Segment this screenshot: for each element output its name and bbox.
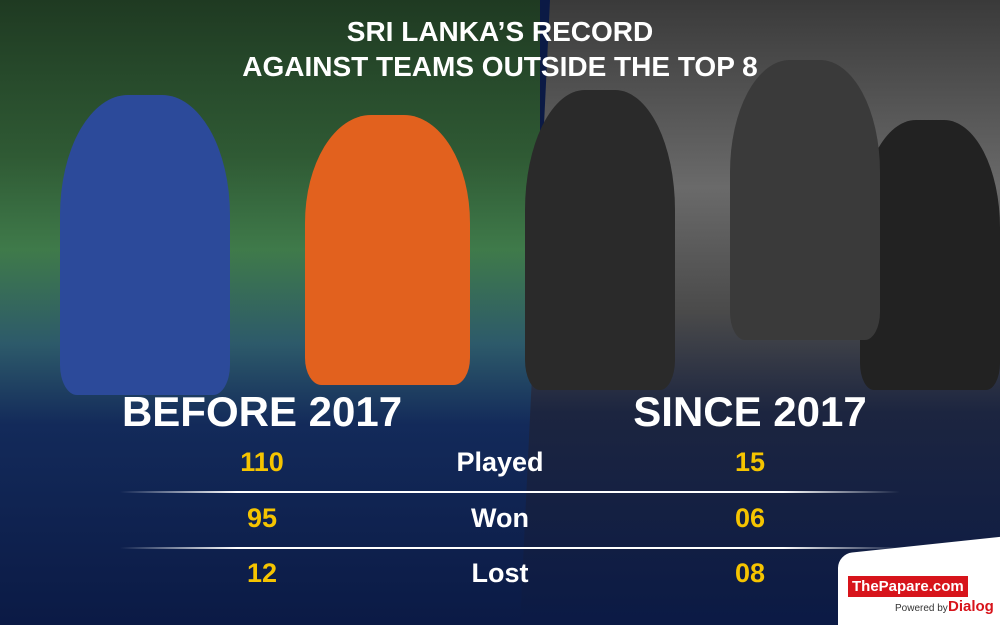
row-divider bbox=[120, 491, 900, 493]
sponsor-logo: Dialog bbox=[948, 598, 994, 615]
before-value: 95 bbox=[246, 502, 278, 533]
before-value: 12 bbox=[246, 558, 278, 588]
stat-label: Lost bbox=[471, 558, 529, 588]
player-figure bbox=[730, 60, 880, 340]
column-header: BEFORE 2017 bbox=[121, 388, 403, 435]
since-value: 06 bbox=[734, 502, 766, 533]
player-figure bbox=[525, 90, 675, 390]
title-line: AGAINST TEAMS OUTSIDE THE TOP 8 bbox=[242, 51, 758, 82]
player-figure bbox=[860, 120, 1000, 390]
brand-logo: ThePapare.com bbox=[848, 576, 968, 597]
player-figure bbox=[305, 115, 470, 385]
since-value: 15 bbox=[734, 447, 766, 477]
since-value: 08 bbox=[734, 558, 766, 588]
stat-label: Won bbox=[471, 502, 529, 533]
stat-label: Played bbox=[456, 447, 544, 477]
before-value: 110 bbox=[240, 447, 284, 477]
row-divider bbox=[120, 546, 900, 549]
powered-text: Powered by bbox=[895, 603, 948, 614]
player-figure bbox=[60, 95, 230, 395]
title-line: SRI LANKA’S RECORD bbox=[346, 16, 654, 47]
column-header: SINCE 2017 bbox=[633, 388, 867, 435]
